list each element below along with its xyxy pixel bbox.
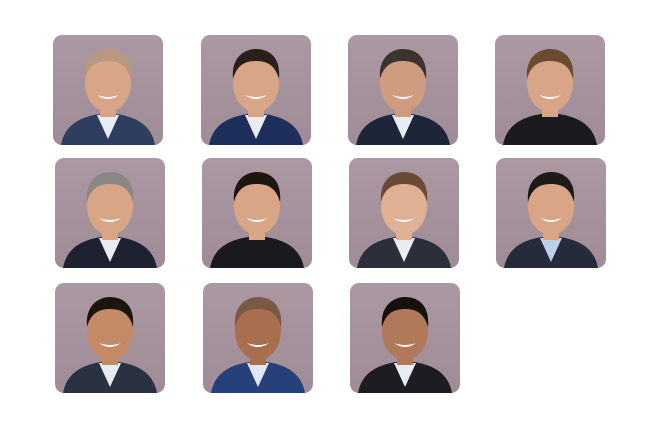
profile-photo[interactable] — [202, 158, 312, 268]
profile-photo[interactable] — [495, 35, 605, 145]
profile-photo[interactable] — [55, 283, 165, 393]
profile-photo[interactable] — [203, 283, 313, 393]
profile-photo[interactable] — [350, 283, 460, 393]
profile-photo[interactable] — [55, 158, 165, 268]
profile-photo[interactable] — [53, 35, 163, 145]
profile-photo[interactable] — [348, 35, 458, 145]
profile-photo[interactable] — [349, 158, 459, 268]
profile-photo[interactable] — [201, 35, 311, 145]
profile-photo[interactable] — [496, 158, 606, 268]
